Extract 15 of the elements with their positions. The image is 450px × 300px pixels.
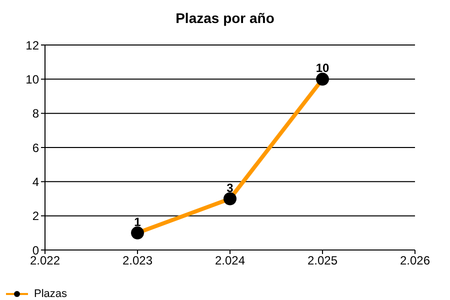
chart-title: Plazas por año bbox=[174, 9, 276, 28]
y-tick-label: 8 bbox=[32, 106, 40, 121]
data-label: 1 bbox=[134, 214, 142, 229]
legend-label: Plazas bbox=[34, 288, 68, 300]
y-tick-label: 12 bbox=[26, 38, 40, 52]
x-tick-label: 2.023 bbox=[122, 254, 153, 268]
y-tick-label: 4 bbox=[32, 174, 40, 189]
data-label: 3 bbox=[226, 180, 234, 195]
y-tick-label: 2 bbox=[32, 209, 40, 224]
data-label: 10 bbox=[316, 61, 330, 76]
x-tick-label: 2.026 bbox=[400, 254, 430, 268]
y-tick-label: 10 bbox=[26, 72, 40, 86]
x-tick-label: 2.024 bbox=[214, 254, 246, 268]
y-tick-label: 6 bbox=[32, 140, 40, 155]
x-tick-label: 2.025 bbox=[307, 254, 338, 268]
